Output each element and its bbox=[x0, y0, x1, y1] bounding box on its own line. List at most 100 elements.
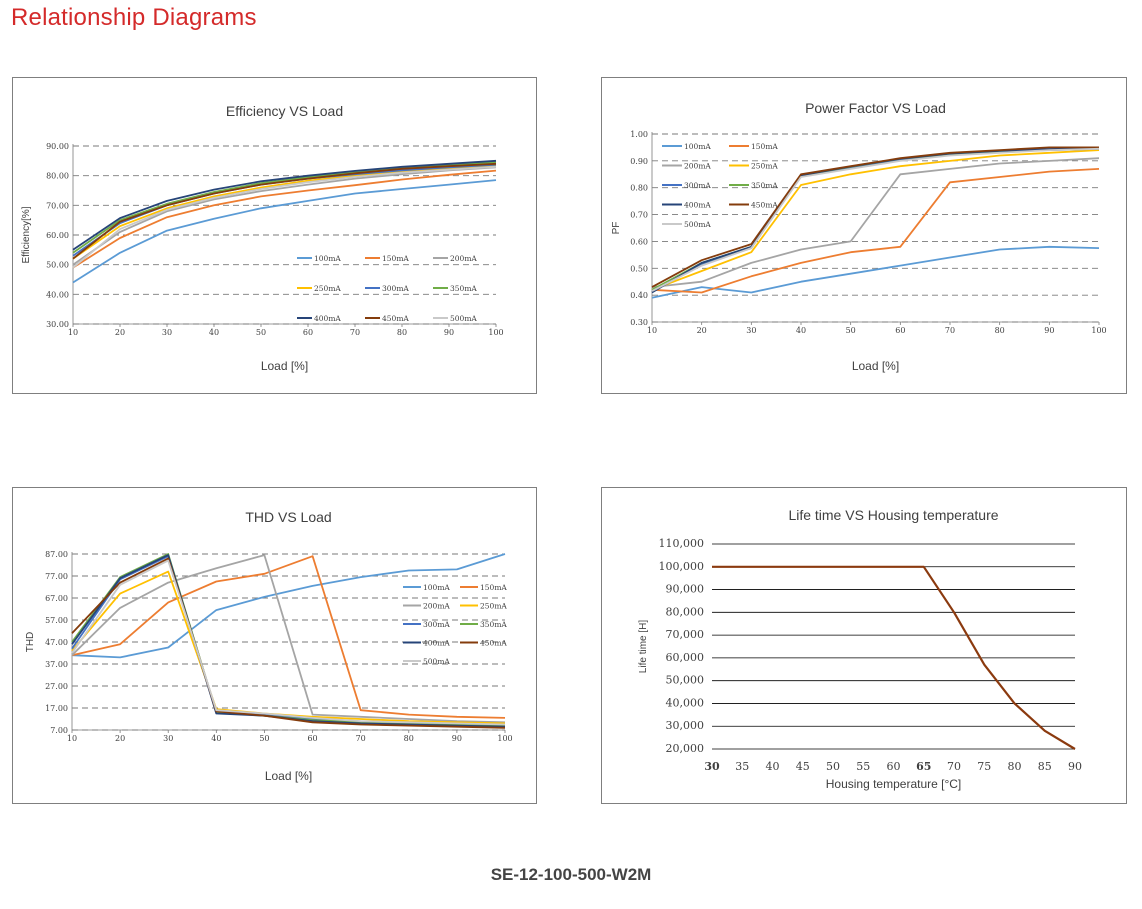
series-line-450mA bbox=[72, 162, 497, 260]
x-tick-label: 50 bbox=[826, 760, 840, 773]
legend-label: 400mA bbox=[423, 639, 450, 648]
x-tick-label: 90 bbox=[1068, 760, 1082, 773]
x-tick-label: 85 bbox=[1038, 760, 1052, 773]
legend-label: 350mA bbox=[450, 284, 477, 293]
y-tick-label: 0.50 bbox=[630, 264, 648, 273]
x-tick-label: 10 bbox=[68, 328, 78, 337]
x-tick-label: 30 bbox=[162, 328, 172, 337]
y-tick-label: 60,000 bbox=[666, 651, 705, 664]
thd-chart: THD VS Load Load [%] THD 7.00 17.00 27.00 37.0… bbox=[25, 509, 513, 783]
x-tick-label: 30 bbox=[704, 760, 720, 773]
chart-title: THD VS Load bbox=[245, 509, 331, 525]
series-line-100mA bbox=[71, 553, 506, 659]
chart-title: Power Factor VS Load bbox=[805, 100, 946, 116]
y-axis-title: Efficiency[%] bbox=[21, 206, 32, 263]
y-tick-label: 47.00 bbox=[45, 638, 68, 647]
chart-title: Efficiency VS Load bbox=[226, 103, 343, 119]
series-line-500mA bbox=[72, 165, 497, 269]
legend-label: 450mA bbox=[751, 201, 778, 210]
x-tick-label: 60 bbox=[307, 734, 317, 743]
legend-label: 200mA bbox=[684, 162, 711, 171]
legend-label: 200mA bbox=[423, 602, 450, 611]
x-axis-title: Load [%] bbox=[261, 359, 308, 373]
series-line-200mA bbox=[651, 157, 1100, 288]
x-tick-label: 60 bbox=[887, 760, 901, 773]
y-tick-label: 90.00 bbox=[46, 142, 69, 151]
x-tick-label: 100 bbox=[488, 328, 503, 337]
x-tick-label: 90 bbox=[1044, 326, 1054, 335]
x-tick-label: 40 bbox=[209, 328, 219, 337]
legend-label: 350mA bbox=[480, 620, 507, 629]
y-tick-label: 0.70 bbox=[630, 211, 648, 220]
x-tick-label: 70 bbox=[947, 760, 961, 773]
x-tick-label: 60 bbox=[303, 328, 313, 337]
legend-label: 300mA bbox=[423, 620, 450, 629]
x-tick-label: 90 bbox=[452, 734, 462, 743]
x-tick-label: 45 bbox=[796, 760, 810, 773]
x-tick-label: 50 bbox=[256, 328, 266, 337]
legend-label: 150mA bbox=[480, 583, 507, 592]
x-tick-label: 10 bbox=[67, 734, 77, 743]
series-line-150mA bbox=[651, 168, 1100, 294]
y-tick-label: 70,000 bbox=[666, 628, 705, 641]
y-tick-label: 1.00 bbox=[630, 130, 648, 139]
y-tick-label: 17.00 bbox=[45, 704, 68, 713]
x-axis-title: Load [%] bbox=[852, 359, 899, 373]
x-tick-label: 60 bbox=[895, 326, 905, 335]
y-tick-label: 7.00 bbox=[50, 726, 68, 735]
legend-label: 150mA bbox=[382, 254, 409, 263]
y-tick-label: 57.00 bbox=[45, 616, 68, 625]
x-tick-label: 100 bbox=[497, 734, 512, 743]
legend-label: 500mA bbox=[450, 314, 477, 323]
legend-label: 300mA bbox=[684, 181, 711, 190]
y-tick-label: 90,000 bbox=[666, 583, 705, 596]
series-line-200mA bbox=[72, 166, 497, 266]
y-tick-label: 40.00 bbox=[46, 290, 69, 299]
efficiency-chart: Efficiency VS Load Load [%] Efficiency[%] 3… bbox=[21, 103, 504, 373]
x-tick-label: 30 bbox=[163, 734, 173, 743]
x-tick-label: 10 bbox=[647, 326, 657, 335]
series-line-250mA bbox=[71, 570, 506, 725]
x-tick-label: 35 bbox=[735, 760, 749, 773]
y-tick-label: 80,000 bbox=[666, 605, 705, 618]
series-line-500mA bbox=[71, 559, 506, 726]
series-line-100mA bbox=[651, 245, 1100, 299]
x-axis-title: Load [%] bbox=[265, 769, 312, 783]
legend-label: 450mA bbox=[382, 314, 409, 323]
series-line-250mA bbox=[651, 149, 1100, 291]
legend-label: 350mA bbox=[751, 181, 778, 190]
series-line-500mA bbox=[651, 147, 1100, 292]
x-tick-label: 40 bbox=[211, 734, 221, 743]
x-tick-label: 75 bbox=[977, 760, 991, 773]
legend-label: 250mA bbox=[480, 602, 507, 611]
x-tick-label: 20 bbox=[115, 328, 125, 337]
series-line-150mA bbox=[71, 555, 506, 719]
x-tick-label: 40 bbox=[796, 326, 806, 335]
legend-label: 250mA bbox=[751, 162, 778, 171]
series-line-450mA bbox=[651, 146, 1099, 288]
x-tick-label: 50 bbox=[846, 326, 856, 335]
legend-label: 500mA bbox=[684, 220, 711, 229]
legend-label: 400mA bbox=[684, 201, 711, 210]
page-title: Relationship Diagrams bbox=[11, 4, 257, 31]
x-tick-label: 30 bbox=[746, 326, 756, 335]
series-line-150mA bbox=[72, 169, 497, 269]
x-tick-label: 70 bbox=[945, 326, 955, 335]
power-factor-chart: Power Factor VS Load Load [%] PF 0.30 0.40 0.… bbox=[611, 100, 1107, 373]
x-tick-label: 80 bbox=[404, 734, 414, 743]
y-tick-label: 27.00 bbox=[45, 682, 68, 691]
x-tick-label: 20 bbox=[115, 734, 125, 743]
y-axis-title: THD bbox=[25, 632, 36, 653]
y-tick-label: 67.00 bbox=[45, 594, 68, 603]
power-factor-chart-panel: Power Factor VS Load Load [%] PF 0.30 0.40 0.… bbox=[601, 77, 1127, 394]
x-tick-label: 100 bbox=[1091, 326, 1106, 335]
legend-label: 300mA bbox=[382, 284, 409, 293]
series-line-100mA bbox=[72, 179, 497, 284]
y-tick-label: 20,000 bbox=[666, 742, 705, 755]
y-tick-label: 40,000 bbox=[666, 696, 705, 709]
x-tick-label: 80 bbox=[1008, 760, 1022, 773]
lifetime-chart-panel: Life time VS Housing temperature Housing … bbox=[601, 487, 1127, 804]
legend-label: 150mA bbox=[751, 142, 778, 151]
y-tick-label: 30,000 bbox=[666, 719, 705, 732]
efficiency-chart-panel: Efficiency VS Load Load [%] Efficiency[%] 3… bbox=[12, 77, 537, 394]
